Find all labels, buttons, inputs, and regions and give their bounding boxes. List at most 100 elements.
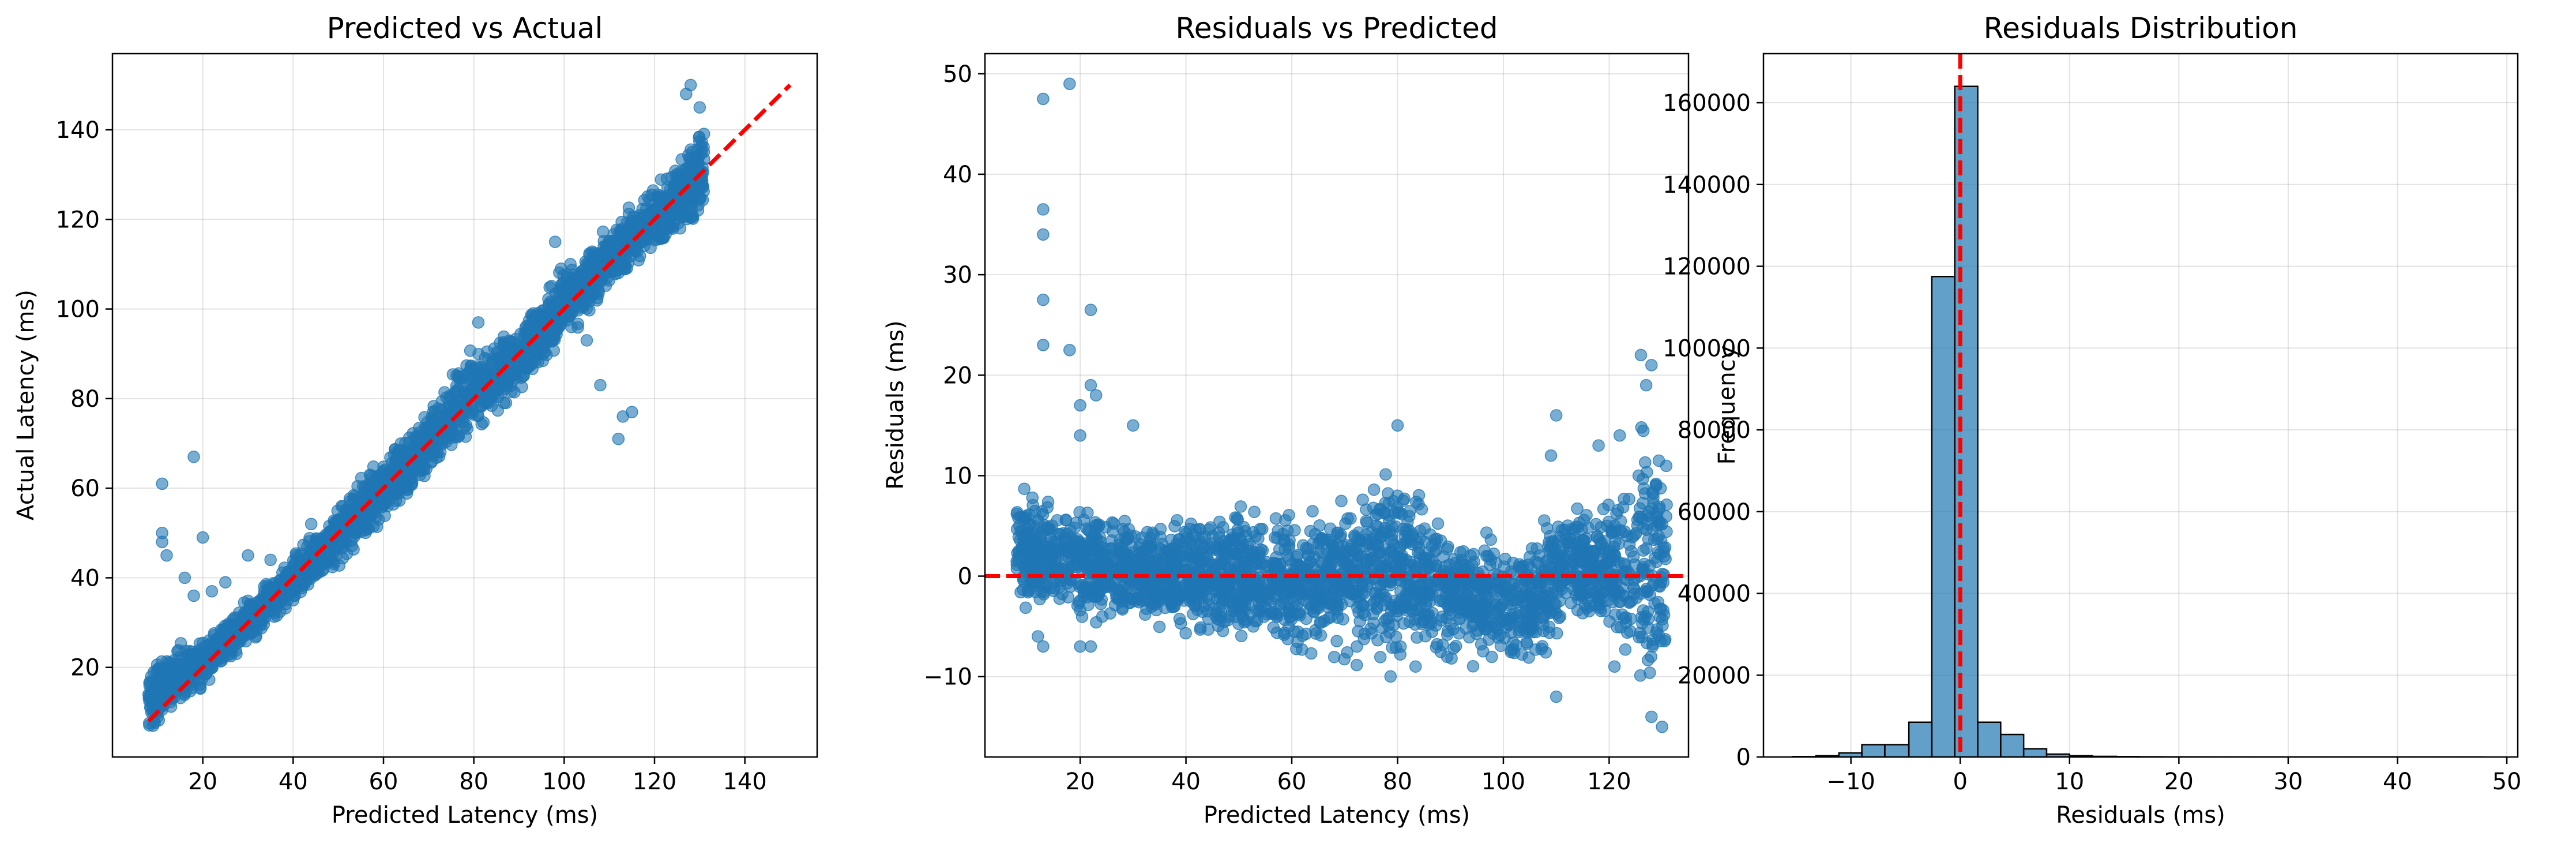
data-point [1453, 627, 1465, 640]
data-point [551, 296, 564, 309]
data-point [1642, 654, 1654, 666]
data-point [580, 290, 593, 302]
data-point [1281, 549, 1294, 562]
data-point [1393, 506, 1406, 519]
data-point [1418, 522, 1431, 535]
x-tick-label: 20 [188, 769, 217, 795]
data-point [479, 351, 491, 365]
data-point [1379, 594, 1392, 607]
data-point [464, 359, 477, 372]
data-point [1571, 502, 1584, 515]
data-point [160, 549, 173, 562]
x-axis-label: Predicted Latency (ms) [332, 802, 598, 829]
y-tick-label: 60 [70, 475, 100, 502]
chart-title: Residuals vs Predicted [1175, 12, 1498, 45]
x-tick-label: 140 [723, 769, 766, 795]
data-point [1657, 545, 1670, 558]
data-point [607, 234, 620, 247]
data-point [544, 308, 556, 321]
data-point [1338, 550, 1351, 564]
y-tick-label: 40 [70, 565, 100, 591]
data-point [693, 101, 706, 114]
data-point [198, 640, 212, 653]
data-point [1334, 529, 1347, 541]
data-point [1640, 542, 1653, 555]
data-point [1194, 538, 1207, 551]
chart-title: Predicted vs Actual [327, 12, 603, 45]
data-point [1379, 468, 1392, 481]
data-point [1379, 631, 1393, 643]
x-axis: 20 40 60 80 100 120 140 [188, 757, 767, 795]
data-point [161, 672, 175, 685]
data-point [1641, 585, 1654, 598]
data-point [420, 421, 433, 434]
data-point [1090, 616, 1103, 629]
data-point [1623, 538, 1636, 551]
data-point [1306, 505, 1319, 518]
data-point [614, 224, 626, 237]
x-tick-label: 60 [369, 769, 398, 795]
data-point [1180, 527, 1193, 540]
data-point [1649, 479, 1662, 492]
data-point [257, 618, 270, 631]
data-point [330, 550, 343, 563]
data-point [562, 289, 575, 302]
data-point [621, 262, 633, 275]
data-point [1310, 627, 1322, 640]
data-point [174, 637, 187, 650]
data-point [1578, 514, 1590, 526]
data-point [491, 346, 504, 358]
data-point [1261, 556, 1273, 569]
data-point [1436, 638, 1449, 651]
data-point [1330, 635, 1343, 647]
data-point [1609, 608, 1622, 621]
data-point [145, 684, 157, 698]
data-point [693, 192, 706, 204]
data-point [151, 658, 164, 671]
data-point [680, 88, 693, 100]
data-point [1019, 601, 1032, 614]
data-point [1638, 487, 1652, 500]
data-point [1235, 629, 1248, 643]
data-point [187, 674, 200, 687]
data-point [1374, 651, 1387, 664]
data-point [1046, 519, 1058, 532]
data-point [1394, 648, 1407, 661]
data-point [156, 535, 168, 549]
data-point [1234, 500, 1247, 513]
data-point [480, 396, 492, 409]
data-point [1147, 528, 1160, 541]
data-point [689, 159, 701, 173]
data-point [1328, 650, 1341, 664]
data-point [282, 586, 295, 598]
data-point [1248, 505, 1261, 518]
data-point [543, 281, 556, 294]
data-point [367, 520, 380, 533]
data-point [1480, 526, 1493, 539]
data-point [501, 376, 514, 388]
data-point [1233, 601, 1246, 614]
data-point [1409, 660, 1422, 673]
data-point [1062, 591, 1074, 604]
data-point [1447, 642, 1460, 655]
data-point [338, 533, 351, 545]
data-point [682, 193, 694, 206]
data-point [1639, 456, 1652, 469]
data-point [1644, 666, 1656, 679]
data-point [168, 653, 181, 666]
data-point [1201, 557, 1214, 571]
data-point [1441, 542, 1454, 556]
data-point [499, 396, 513, 410]
data-point [472, 409, 484, 422]
data-point [626, 406, 638, 418]
data-point [1658, 635, 1671, 647]
data-point [1237, 520, 1250, 534]
plot-area [985, 77, 1688, 733]
data-point [1026, 491, 1039, 504]
y-tick-label: 20 [70, 655, 100, 681]
data-point [1490, 557, 1503, 569]
data-point [1304, 647, 1318, 660]
predicted-vs-actual-panel: Predicted vs Actual 20 40 60 80 100 120 140 20… [13, 12, 818, 829]
